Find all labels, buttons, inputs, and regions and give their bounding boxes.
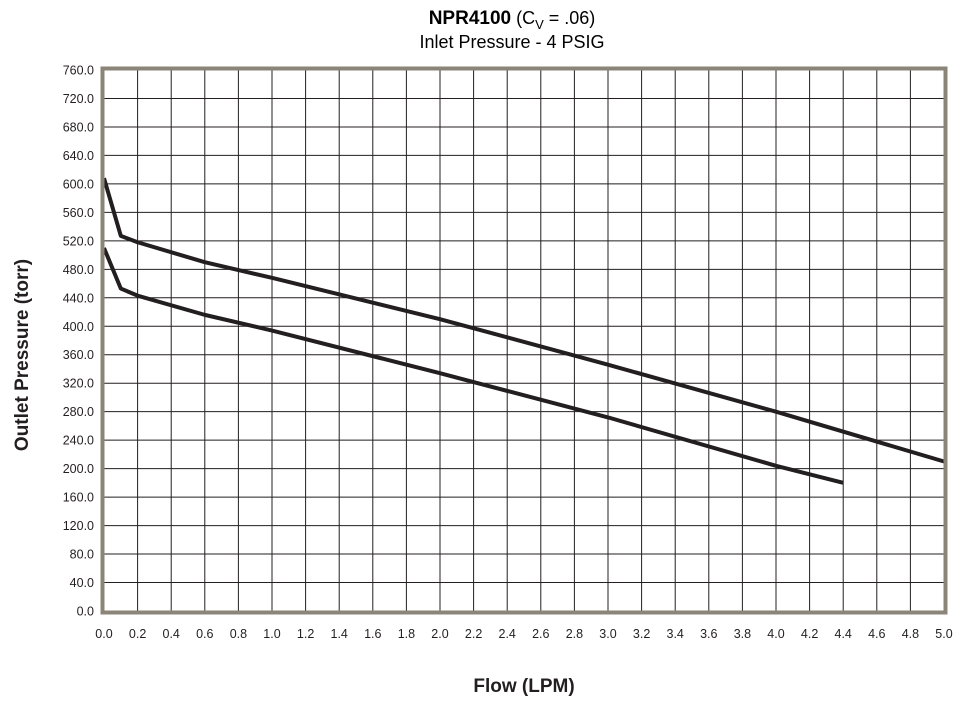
x-tick-label: 1.6 — [364, 627, 381, 641]
y-tick-label: 400.0 — [63, 320, 94, 334]
y-tick-label: 80.0 — [70, 548, 94, 562]
x-tick-label: 2.8 — [566, 627, 583, 641]
x-tick-label: 4.2 — [801, 627, 818, 641]
x-tick-labels: 0.0 0.2 0.4 0.6 0.8 1.0 1.2 1.4 1.6 1.8 2.0 2.2 2.4 2… — [95, 627, 952, 641]
y-tick-label: 640.0 — [63, 149, 94, 163]
x-tick-label: 3.6 — [700, 627, 717, 641]
y-tick-label: 40.0 — [70, 576, 94, 590]
x-tick-label: 2.4 — [499, 627, 516, 641]
x-tick-label: 3.0 — [599, 627, 616, 641]
chart-title: NPR4100 (CV = .06) — [429, 8, 596, 32]
x-tick-label: 0.0 — [95, 627, 112, 641]
x-tick-label: 1.4 — [331, 627, 348, 641]
x-tick-label: 4.4 — [835, 627, 852, 641]
y-tick-label: 680.0 — [63, 120, 94, 134]
y-tick-label: 0.0 — [77, 605, 94, 619]
plot-frame — [100, 66, 948, 615]
chart-title-cv-prefix: (C — [511, 8, 535, 28]
y-tick-label: 480.0 — [63, 263, 94, 277]
y-tick-label: 240.0 — [63, 434, 94, 448]
y-tick-label: 600.0 — [63, 177, 94, 191]
x-tick-label: 0.6 — [196, 627, 213, 641]
chart-title-cv-suffix: = .06) — [544, 8, 596, 28]
y-tick-label: 280.0 — [63, 405, 94, 419]
y-tick-label: 120.0 — [63, 519, 94, 533]
y-tick-label: 720.0 — [63, 92, 94, 106]
x-tick-label: 2.2 — [465, 627, 482, 641]
y-tick-label: 760.0 — [63, 64, 94, 78]
x-tick-label: 1.8 — [398, 627, 415, 641]
y-tick-label: 560.0 — [63, 206, 94, 220]
x-tick-label: 2.0 — [431, 627, 448, 641]
x-tick-label: 4.8 — [902, 627, 919, 641]
y-tick-label: 160.0 — [63, 491, 94, 505]
x-tick-label: 0.4 — [163, 627, 180, 641]
x-tick-label: 2.6 — [532, 627, 549, 641]
x-tick-label: 3.4 — [667, 627, 684, 641]
y-tick-label: 200.0 — [63, 462, 94, 476]
x-tick-label: 0.2 — [129, 627, 146, 641]
x-tick-label: 1.0 — [263, 627, 280, 641]
y-axis-label: Outlet Pressure (torr) — [12, 259, 33, 451]
x-axis-label: Flow (LPM) — [473, 676, 574, 697]
chart-title-cv-subscript: V — [535, 17, 544, 32]
x-tick-label: 4.0 — [767, 627, 784, 641]
y-tick-label: 360.0 — [63, 348, 94, 362]
y-tick-label: 520.0 — [63, 234, 94, 248]
y-tick-labels: 0.0 40.0 80.0 120.0 160.0 200.0 240.0 280.0 320.… — [63, 64, 94, 619]
grid — [103, 69, 945, 612]
x-tick-label: 4.6 — [868, 627, 885, 641]
x-tick-label: 1.2 — [297, 627, 314, 641]
chart-title-model: NPR4100 — [429, 8, 511, 29]
x-tick-label: 5.0 — [935, 627, 952, 641]
x-tick-label: 3.2 — [633, 627, 650, 641]
series-group — [102, 177, 945, 485]
x-tick-label: 0.8 — [230, 627, 247, 641]
y-tick-label: 320.0 — [63, 377, 94, 391]
x-tick-label: 3.8 — [734, 627, 751, 641]
y-tick-label: 440.0 — [63, 291, 94, 305]
chart-subtitle: Inlet Pressure - 4 PSIG — [419, 32, 604, 52]
